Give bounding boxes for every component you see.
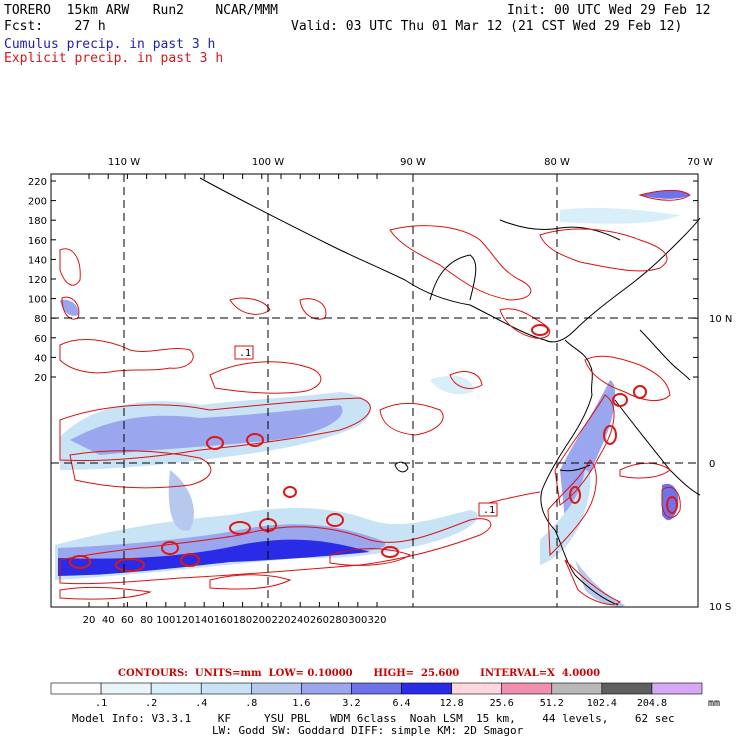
- x-tick-label: 180: [233, 615, 252, 626]
- x-tick-label: 320: [367, 615, 386, 626]
- y-tick-label: 20: [34, 373, 47, 384]
- latitude-label: 10 S: [709, 602, 731, 613]
- x-tick-label: 140: [195, 615, 214, 626]
- x-tick-label: 120: [175, 615, 194, 626]
- contour-label-a: .1: [234, 345, 254, 360]
- colorbar-swatch: [501, 682, 553, 695]
- svg-text:.1: .1: [483, 505, 495, 516]
- x-tick-label: 240: [291, 615, 310, 626]
- colorbar-swatch: [551, 682, 603, 695]
- y-tick-label: 100: [28, 295, 47, 306]
- colorbar-swatch: [351, 682, 402, 695]
- forecast-hour: Fcst: 27 h: [4, 19, 106, 34]
- y-tick-label: 140: [28, 255, 47, 266]
- latlon-grid: [51, 174, 698, 607]
- colorbar-label: 204.8: [637, 698, 667, 709]
- colorbar-label: 102.4: [587, 698, 617, 709]
- y-tick-label: 200: [28, 197, 47, 208]
- colorbar-label: .1: [95, 698, 107, 709]
- longitude-label: 110 W: [108, 157, 140, 168]
- latitude-label: 10 N: [709, 314, 732, 325]
- longitude-label: 80 W: [544, 157, 570, 168]
- x-tick-label: 220: [271, 615, 290, 626]
- model-info: Model Info: V3.3.1 KF YSU PBL WDM 6class…: [72, 712, 675, 725]
- legend-explicit: Explicit precip. in past 3 h: [4, 51, 224, 66]
- colorbar-label: 12.8: [440, 698, 464, 709]
- colorbar-swatch: [251, 682, 302, 695]
- colorbar-label: .8: [245, 698, 257, 709]
- init-time: Init: 00 UTC Wed 29 Feb 12: [507, 3, 711, 18]
- x-tick-label: 40: [102, 615, 115, 626]
- x-tick-label: 280: [329, 615, 348, 626]
- x-tick-label: 260: [310, 615, 329, 626]
- x-tick-label: 100: [156, 615, 175, 626]
- colorbar-swatch: [100, 682, 152, 695]
- y-tick-label: 60: [34, 334, 47, 345]
- y-tick-label: 220: [28, 177, 47, 188]
- svg-text:.1: .1: [239, 348, 251, 359]
- colorbar-label: .4: [195, 698, 207, 709]
- colorbar-label: .2: [145, 698, 157, 709]
- latitude-label: 0: [709, 459, 715, 470]
- colorbar-swatch: [301, 682, 352, 695]
- valid-time: Valid: 03 UTC Thu 01 Mar 12 (21 CST Wed …: [291, 19, 683, 34]
- colorbar-swatch: [401, 682, 452, 695]
- y-tick-label: 80: [34, 314, 47, 325]
- colorbar-label: 51.2: [540, 698, 564, 709]
- y-tick-label: 160: [28, 236, 47, 247]
- colorbar-swatch: [451, 682, 502, 695]
- contour-info: CONTOURS: UNITS=mm LOW= 0.10000 HIGH= 25…: [118, 668, 601, 679]
- cumulus-precip-field: [55, 190, 690, 607]
- x-tick-label: 20: [83, 615, 96, 626]
- colorbar: .1 .2 .4 .8 1.6 3.2 6.4 12.8 25.6 51.2 102.4 204.8 m…: [50, 682, 720, 709]
- axis-ticks: [51, 174, 698, 607]
- x-tick-label: 80: [140, 615, 153, 626]
- longitude-label: 70 W: [687, 157, 713, 168]
- map-frame: [50, 173, 699, 608]
- colorbar-label: 6.4: [393, 698, 411, 709]
- colorbar-swatch: [50, 682, 102, 695]
- longitude-label: 100 W: [252, 157, 284, 168]
- y-tick-label: 40: [34, 353, 47, 364]
- colorbar-label: 3.2: [342, 698, 360, 709]
- colorbar-unit: mm: [708, 698, 720, 709]
- colorbar-label: 25.6: [490, 698, 514, 709]
- colorbar-label: 1.6: [292, 698, 310, 709]
- contour-label-b: .1: [478, 502, 498, 517]
- longitude-label: 90 W: [400, 157, 426, 168]
- model-title: TORERO 15km ARW Run2 NCAR/MMM: [4, 3, 278, 18]
- x-tick-label: 200: [252, 615, 271, 626]
- legend-cumulus: Cumulus precip. in past 3 h: [4, 37, 216, 52]
- x-tick-label: 60: [121, 615, 134, 626]
- y-tick-label: 120: [28, 275, 47, 286]
- y-tick-label: 180: [28, 216, 47, 227]
- physics-info: LW: Godd SW: Goddard DIFF: simple KM: 2D…: [212, 724, 524, 737]
- coastlines: [199, 177, 701, 606]
- colorbar-swatch: [601, 682, 653, 695]
- colorbar-swatch: [200, 682, 252, 695]
- x-tick-label: 300: [348, 615, 367, 626]
- colorbar-swatch: [150, 682, 202, 695]
- x-tick-label: 160: [214, 615, 233, 626]
- colorbar-swatch: [651, 682, 703, 695]
